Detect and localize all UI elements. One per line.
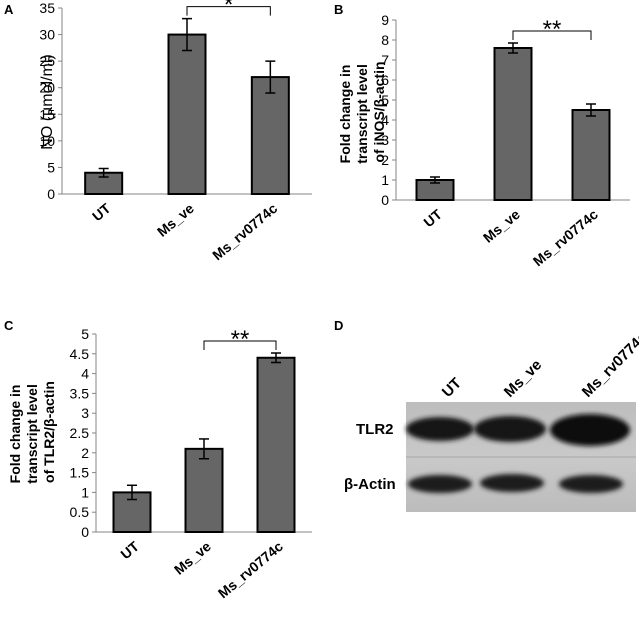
tlr2-band-ut	[406, 417, 474, 441]
panel-c-category-label: Ms_ve	[171, 538, 214, 578]
panel-a-chart: A NO (µmol/ml) 0 5 10 15 20 25 30 35 UT Ms_ve Ms_r…	[4, 0, 312, 263]
panel-b-chart: B Fold change in transcript level of iNO…	[334, 2, 630, 269]
panel-b-y-label-line-3: of iNOS/β-actin	[371, 61, 387, 162]
panel-a-y-tick-label: 10	[39, 133, 55, 149]
panel-c-y-axis-label: Fold change in transcript level of TLR2/…	[7, 380, 57, 484]
panel-b-y-tick-label: 8	[381, 32, 389, 48]
panel-a-letter: A	[4, 2, 14, 17]
panel-b-y-tick-label: 1	[381, 172, 389, 188]
panel-c-y-tick-label: 3	[81, 405, 89, 421]
panel-a-y-tick-label: 5	[47, 159, 55, 175]
panel-a-y-axis-label: NO (µmol/ml)	[39, 54, 56, 149]
blot-row-label-tlr2: TLR2	[356, 421, 394, 438]
panel-a-category-label: UT	[89, 200, 114, 225]
panel-c-y-label-line-3: of TLR2/β-actin	[41, 381, 57, 483]
panel-c-category-label: Ms_rv0774c	[215, 538, 286, 601]
panel-a-y-tick-label: 30	[39, 27, 55, 43]
panel-c-significance-label: **	[231, 326, 250, 353]
panel-b-y-tick-label: 4	[381, 112, 389, 128]
panel-b-y-label-line-1: Fold change in	[337, 65, 353, 164]
actin-band-ut	[408, 475, 472, 493]
blot-lane-label-ms-ve: Ms_ve	[501, 356, 545, 400]
panel-b-bar-ms-rv0774c	[571, 109, 611, 201]
panel-b-letter: B	[334, 2, 343, 17]
panel-a-category-label: Ms_ve	[154, 200, 197, 240]
panel-a-y-tick-label: 15	[39, 106, 55, 122]
panel-c-y-tick-label: 2	[81, 445, 89, 461]
panel-b-y-label-line-2: transcript level	[354, 64, 370, 164]
panel-c-y-tick-label: 3.5	[70, 385, 90, 401]
tlr2-band-ms-rv0774c	[550, 414, 630, 446]
panel-b-category-label: Ms_rv0774c	[530, 206, 601, 269]
panel-c-y-label-line-1: Fold change in	[7, 385, 23, 484]
actin-band-ms-rv0774c	[559, 475, 623, 493]
panel-a-y-tick-label: 0	[47, 186, 55, 202]
panel-c-chart: C Fold change in transcript level of TLR…	[4, 318, 312, 601]
panel-b-category-label: Ms_ve	[480, 206, 523, 246]
panel-a-y-tick-label: 20	[39, 80, 55, 96]
panel-c-y-tick-label: 4.5	[70, 346, 90, 362]
panel-b-bar-ms-ve	[493, 47, 533, 201]
panel-c-y-tick-label: 0.5	[70, 504, 90, 520]
actin-band-ms-ve	[480, 474, 544, 492]
blot-row-label-beta-actin: β-Actin	[344, 476, 396, 493]
panel-c-bar-ms-ve	[184, 447, 224, 533]
panel-a-y-tick-label: 35	[39, 0, 55, 16]
panel-c-letter: C	[4, 318, 14, 333]
panel-b-y-axis-label: Fold change in transcript level of iNOS/…	[337, 60, 387, 164]
panel-d-letter: D	[334, 318, 343, 333]
panel-c-y-tick-label: 5	[81, 326, 89, 342]
panel-a-bar-ms-ve	[167, 33, 207, 196]
panel-a-bar-ms-rv0774c	[250, 76, 290, 195]
blot-lane-label-ms-rv0774c: Ms_rv0774c	[579, 329, 639, 401]
panel-b-y-tick-label: 6	[381, 72, 389, 88]
panel-b-y-tick-label: 2	[381, 152, 389, 168]
blot-lane-label-ut: UT	[439, 375, 465, 401]
panel-b-y-tick-label: 3	[381, 132, 389, 148]
panel-c-significance-bracket	[203, 340, 277, 351]
panel-b-significance-label: **	[543, 16, 562, 43]
panel-c-bar-ms-rv0774c	[256, 356, 296, 534]
panel-b-y-tick-label: 5	[381, 92, 389, 108]
panel-b-y-tick-label: 7	[381, 52, 389, 68]
panel-c-y-tick-label: 2.5	[70, 425, 90, 441]
panel-d-western-blot: D UT Ms_ve Ms_rv0774c TLR2 β-Actin	[334, 318, 639, 512]
tlr2-band-ms-ve	[474, 416, 546, 442]
panel-c-y-tick-label: 4	[81, 366, 89, 382]
panel-c-category-label: UT	[117, 538, 142, 563]
panel-c-y-label-line-2: transcript level	[24, 384, 40, 484]
panel-b-significance-bracket	[512, 30, 592, 40]
panel-c-y-tick-label: 1.5	[70, 465, 90, 481]
panel-c-y-tick-label: 1	[81, 484, 89, 500]
panel-a-significance-label: *	[224, 0, 233, 19]
panel-b-category-label: UT	[420, 206, 445, 231]
panel-b-y-tick-label: 0	[381, 192, 389, 208]
panel-b-y-tick-label: 9	[381, 12, 389, 28]
panel-a-significance-bracket	[186, 6, 271, 16]
panel-a-y-tick-label: 25	[39, 53, 55, 69]
panel-a-category-label: Ms_rv0774c	[209, 200, 280, 263]
panel-c-y-tick-label: 0	[81, 524, 89, 540]
